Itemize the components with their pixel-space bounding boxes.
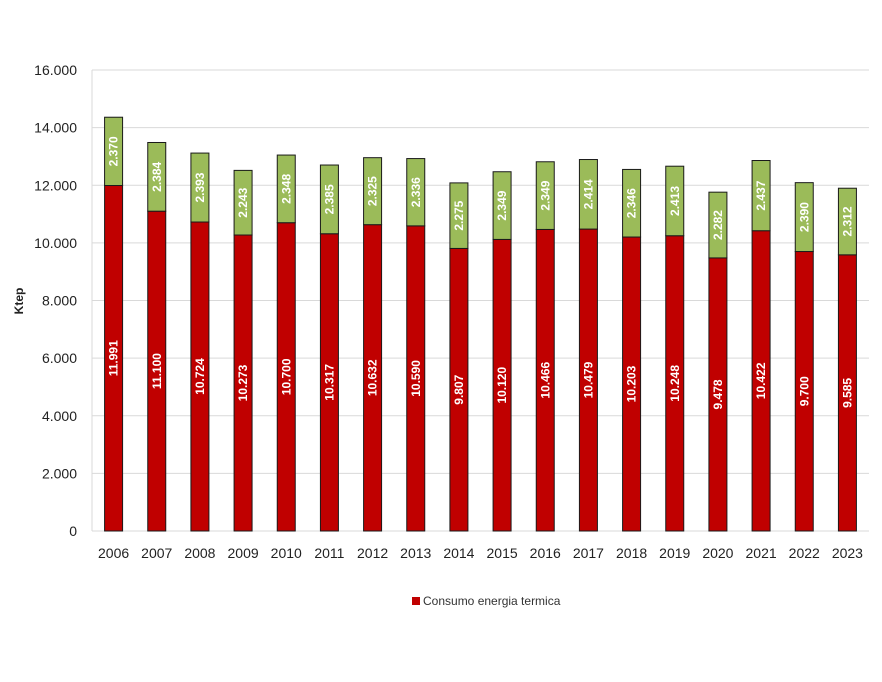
x-tick-label: 2016 (530, 545, 561, 561)
data-label-green: 2.346 (625, 188, 639, 218)
bar-green-segment (794, 182, 814, 253)
x-tick-label: 2010 (271, 545, 302, 561)
data-label-red: 11.100 (150, 353, 164, 389)
data-label-red: 10.317 (322, 364, 336, 401)
bar-green-segment (319, 164, 339, 235)
bar-green-segment (104, 116, 124, 187)
y-tick-label: 6.000 (42, 350, 77, 366)
data-label-red: 10.273 (236, 364, 250, 401)
data-label-red: 10.590 (409, 360, 423, 397)
y-tick-label: 12.000 (34, 177, 77, 193)
data-label-green: 2.384 (150, 161, 164, 191)
x-tick-label: 2007 (141, 545, 172, 561)
data-label-green: 2.282 (711, 210, 725, 240)
bar-green-segment (578, 159, 598, 230)
data-label-green: 2.413 (668, 186, 682, 216)
data-label-red: 10.120 (495, 367, 509, 404)
y-tick-label: 4.000 (42, 408, 77, 424)
data-label-red: 10.203 (625, 365, 639, 402)
data-label-red: 9.478 (711, 379, 725, 409)
x-tick-label: 2022 (789, 545, 820, 561)
data-label-green: 2.349 (538, 180, 552, 210)
x-tick-label: 2020 (702, 545, 733, 561)
x-tick-label: 2017 (573, 545, 604, 561)
bar-green-segment (492, 171, 512, 240)
x-tick-label: 2018 (616, 545, 647, 561)
x-tick-label: 2015 (487, 545, 518, 561)
data-label-green: 2.393 (193, 172, 207, 202)
legend-swatch-red (412, 597, 420, 605)
data-label-red: 11.991 (107, 340, 121, 376)
data-label-red: 10.632 (366, 359, 380, 396)
bar-green-segment (837, 187, 857, 256)
x-tick-label: 2013 (400, 545, 431, 561)
data-label-red: 10.700 (279, 358, 293, 395)
x-tick-label: 2011 (314, 545, 344, 561)
data-label-red: 9.585 (840, 378, 854, 408)
x-tick-label: 2014 (443, 545, 474, 561)
x-tick-label: 2006 (98, 545, 129, 561)
y-tick-label: 10.000 (34, 235, 77, 251)
data-label-green: 2.370 (107, 136, 121, 166)
y-axis-label: Ktep (12, 288, 26, 315)
y-tick-label: 8.000 (42, 293, 77, 309)
gridlines (91, 69, 869, 532)
x-tick-label: 2023 (832, 545, 863, 561)
data-label-red: 9.700 (797, 376, 811, 406)
data-label-red: 10.466 (538, 362, 552, 399)
x-tick-label: 2009 (228, 545, 259, 561)
bar-green-segment (363, 157, 383, 226)
y-tick-label: 0 (69, 523, 77, 539)
bar-green-segment (535, 161, 555, 230)
x-tick-label: 2019 (659, 545, 690, 561)
bar-green-segment (622, 168, 642, 238)
data-label-green: 2.336 (409, 177, 423, 207)
data-label-green: 2.312 (840, 206, 854, 236)
bar-green-segment (276, 154, 296, 224)
data-label-green: 2.243 (236, 187, 250, 217)
legend-label: Consumo energia termica (423, 594, 561, 608)
data-label-red: 9.807 (452, 374, 466, 404)
x-axis-ticks: 2006 2007 2008 2009 2010 2011 2012 2013 2014 2015… (98, 545, 863, 561)
y-tick-label: 16.000 (34, 62, 77, 78)
bar-green-segment (449, 182, 469, 249)
bar-green-segment (708, 191, 728, 259)
x-tick-label: 2008 (184, 545, 215, 561)
data-label-green: 2.275 (452, 200, 466, 230)
bar-green-segment (665, 165, 685, 237)
data-label-green: 2.437 (754, 180, 768, 210)
x-tick-label: 2012 (357, 545, 388, 561)
data-label-green: 2.348 (279, 174, 293, 204)
y-tick-label: 14.000 (34, 120, 77, 136)
data-label-red: 10.479 (581, 361, 595, 398)
data-label-green: 2.325 (366, 176, 380, 206)
bar-green-segment (190, 152, 210, 223)
bar-green-segment (233, 169, 253, 236)
bar-green-segment (406, 158, 426, 227)
x-tick-label: 2021 (746, 545, 777, 561)
bar-green-segment (751, 160, 771, 232)
data-label-green: 2.414 (581, 179, 595, 209)
data-label-red: 10.724 (193, 358, 207, 395)
data-label-red: 10.422 (754, 362, 768, 399)
data-label-green: 2.349 (495, 190, 509, 220)
bar-green-segment (147, 141, 167, 212)
y-tick-label: 2.000 (42, 465, 77, 481)
legend: Consumo energia termica (412, 594, 560, 608)
y-axis-ticks: 0 2.000 4.000 6.000 8.000 10.000 12.000 14.000 1… (34, 62, 77, 539)
bars: 11.991 2.370 11.100 2.384 10.724 2.393 10.273 2… (104, 116, 857, 532)
data-label-red: 10.248 (668, 365, 682, 402)
data-label-green: 2.385 (322, 184, 336, 214)
data-label-green: 2.390 (797, 202, 811, 232)
